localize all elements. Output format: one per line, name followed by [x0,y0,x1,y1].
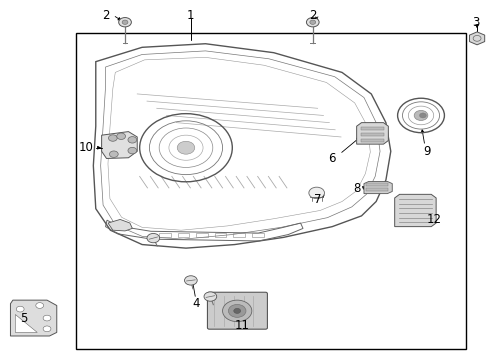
Bar [159,233,170,237]
Polygon shape [108,220,132,231]
Bar [233,233,244,237]
Circle shape [122,20,128,24]
Text: 12: 12 [427,213,441,226]
Circle shape [119,18,131,27]
Polygon shape [15,315,37,332]
Circle shape [117,133,125,139]
Circle shape [308,187,324,199]
Polygon shape [394,194,435,226]
Polygon shape [10,300,57,336]
Text: 4: 4 [192,297,199,310]
Polygon shape [102,132,137,158]
Circle shape [147,233,159,243]
Bar [360,127,383,130]
Bar [76,33,466,348]
Circle shape [306,18,319,27]
Circle shape [419,113,426,118]
Circle shape [309,20,315,24]
Circle shape [43,326,51,332]
Bar [214,233,226,237]
Circle shape [222,300,251,321]
Circle shape [36,303,43,309]
Text: 9: 9 [423,145,430,158]
Circle shape [108,135,117,141]
Circle shape [128,147,137,154]
Text: 5: 5 [20,311,28,325]
Bar [360,133,383,136]
Circle shape [177,141,194,154]
Bar [360,139,383,142]
Circle shape [43,315,51,321]
Polygon shape [363,181,391,194]
Text: 1: 1 [187,9,194,22]
Text: 10: 10 [79,141,93,154]
Bar [366,188,387,192]
Text: 2: 2 [102,9,109,22]
Circle shape [413,111,427,121]
Circle shape [228,305,245,318]
FancyBboxPatch shape [207,292,267,329]
Polygon shape [356,123,387,144]
Bar [366,183,387,186]
Text: 2: 2 [308,9,316,22]
Text: 7: 7 [313,193,321,206]
Text: 6: 6 [328,152,335,165]
Circle shape [16,306,24,312]
Circle shape [203,292,216,301]
Text: 3: 3 [471,16,479,29]
Bar [177,233,189,237]
Circle shape [109,151,118,157]
Bar [251,233,263,237]
Text: 8: 8 [352,183,360,195]
Text: 11: 11 [234,319,249,332]
Circle shape [128,136,137,143]
Circle shape [233,309,240,314]
Bar [196,233,207,237]
Polygon shape [468,32,484,45]
Circle shape [184,276,197,285]
